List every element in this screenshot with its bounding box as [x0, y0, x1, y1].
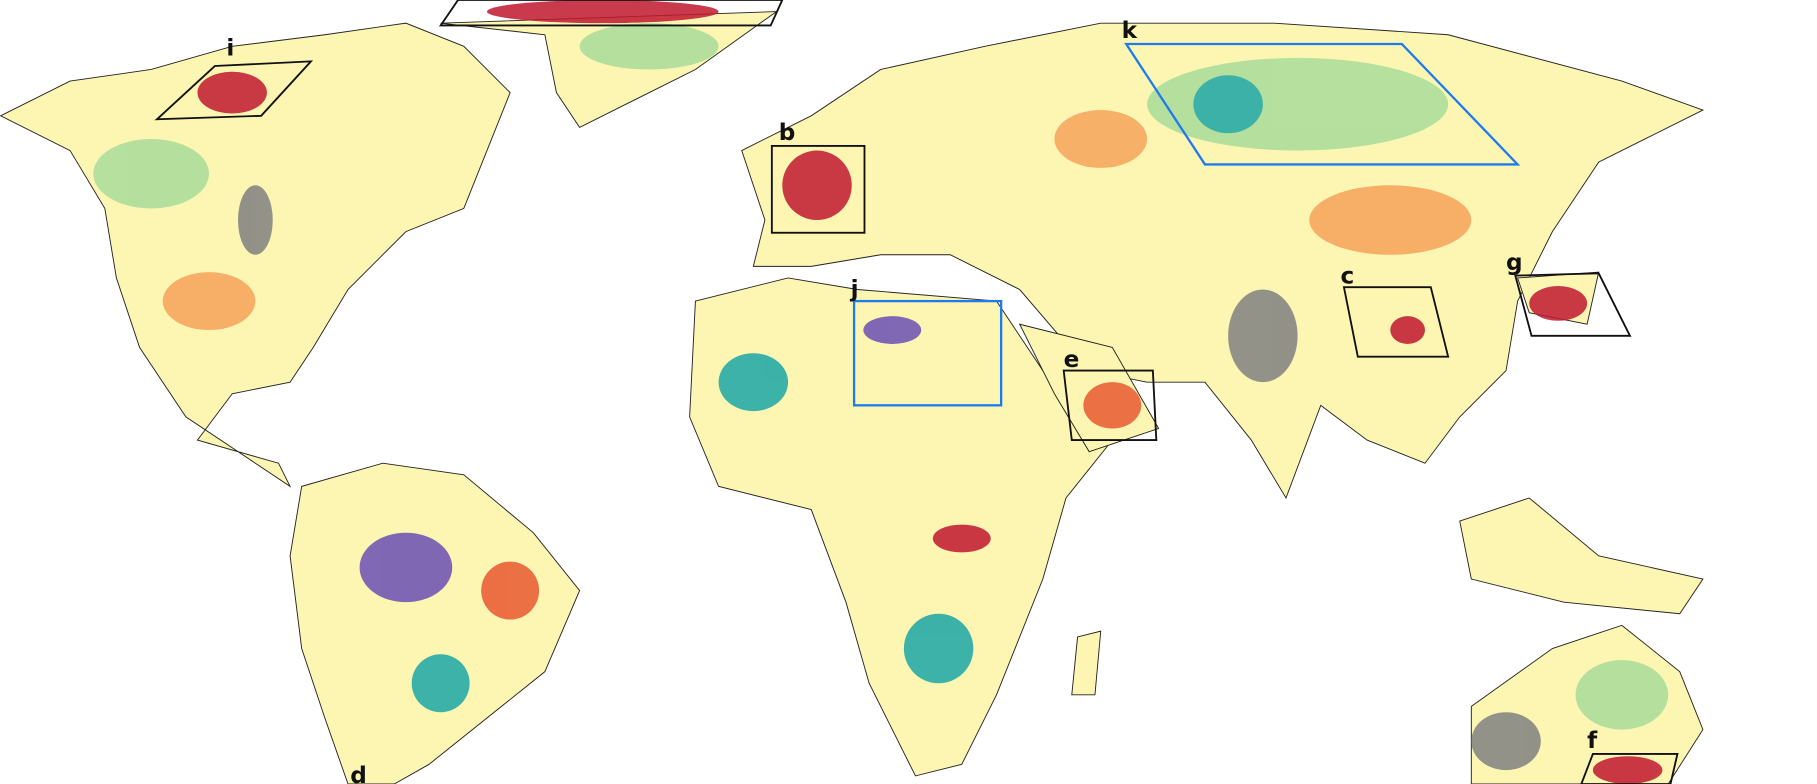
patch — [197, 71, 267, 114]
patch — [1147, 57, 1449, 151]
region-label: g — [1506, 250, 1523, 276]
patch — [237, 185, 273, 255]
region-box — [1514, 272, 1632, 337]
patch — [359, 532, 453, 603]
patch — [903, 613, 974, 684]
patch — [93, 138, 210, 209]
patch — [481, 561, 540, 620]
patch — [932, 524, 991, 553]
region-label: f — [1587, 728, 1598, 754]
south-america — [289, 462, 581, 784]
patch — [1309, 185, 1472, 255]
africa — [689, 277, 1113, 777]
region-label: j — [850, 276, 859, 302]
patch — [579, 23, 719, 70]
region-box — [1062, 369, 1158, 441]
region-label: b — [779, 120, 796, 146]
patch — [1054, 110, 1148, 168]
region-box — [852, 299, 1003, 407]
se-asia-islands — [1459, 497, 1704, 615]
patch — [1228, 289, 1298, 383]
anomaly-patches — [93, 0, 1669, 784]
region-box — [1342, 286, 1450, 358]
madagascar — [1071, 630, 1102, 696]
region-box — [1580, 752, 1679, 784]
region-label: k — [1122, 18, 1138, 44]
region-label: e — [1064, 347, 1080, 373]
region-box — [438, 0, 784, 27]
region-box — [154, 60, 314, 121]
eurasia — [741, 22, 1705, 500]
patch — [782, 150, 852, 221]
patch — [718, 353, 789, 412]
patch — [1390, 316, 1425, 344]
patch — [1083, 382, 1142, 429]
patch — [1575, 660, 1669, 730]
region-label: c — [1340, 264, 1354, 290]
land — [0, 11, 1705, 784]
patch — [411, 654, 470, 713]
region-box — [770, 144, 866, 234]
patch — [1471, 712, 1541, 771]
region-label: d — [350, 763, 367, 784]
patch — [1529, 286, 1588, 321]
patch — [486, 0, 719, 24]
patch — [863, 316, 922, 344]
region-box — [1124, 42, 1521, 166]
patch — [1592, 756, 1663, 784]
region-boxes: i b k j c g e f d — [154, 0, 1679, 784]
patch — [1193, 75, 1263, 134]
patch — [162, 272, 256, 331]
region-label: i — [226, 36, 234, 62]
